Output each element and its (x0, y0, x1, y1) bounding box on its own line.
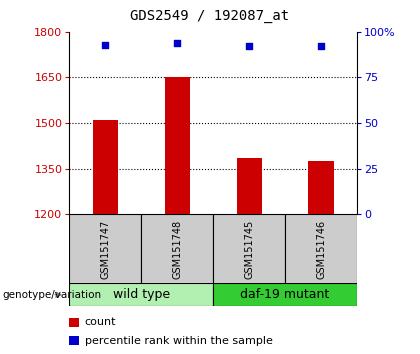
Bar (141, 214, 213, 285)
Bar (69, 283, 213, 306)
Point (102, 42, 109, 47)
Point (246, 44, 252, 49)
Bar (285, 214, 357, 285)
Text: wild type: wild type (113, 288, 170, 301)
Text: GDS2549 / 192087_at: GDS2549 / 192087_at (131, 9, 289, 23)
Text: GSM151747: GSM151747 (100, 220, 110, 279)
Bar (308, 161, 333, 214)
Bar (69, 214, 141, 285)
Bar (236, 158, 262, 214)
Point (318, 43, 324, 48)
Bar (165, 78, 190, 214)
Text: daf-19 mutant: daf-19 mutant (241, 288, 330, 301)
Text: percentile rank within the sample: percentile rank within the sample (85, 336, 273, 346)
Bar (93, 120, 118, 214)
Text: GSM151745: GSM151745 (244, 220, 254, 279)
Point (174, 40, 181, 46)
Text: GSM151748: GSM151748 (172, 220, 182, 279)
Text: count: count (85, 317, 116, 327)
Text: genotype/variation: genotype/variation (2, 290, 101, 300)
Bar (213, 283, 357, 306)
Text: GSM151746: GSM151746 (316, 220, 326, 279)
Bar (213, 214, 285, 285)
